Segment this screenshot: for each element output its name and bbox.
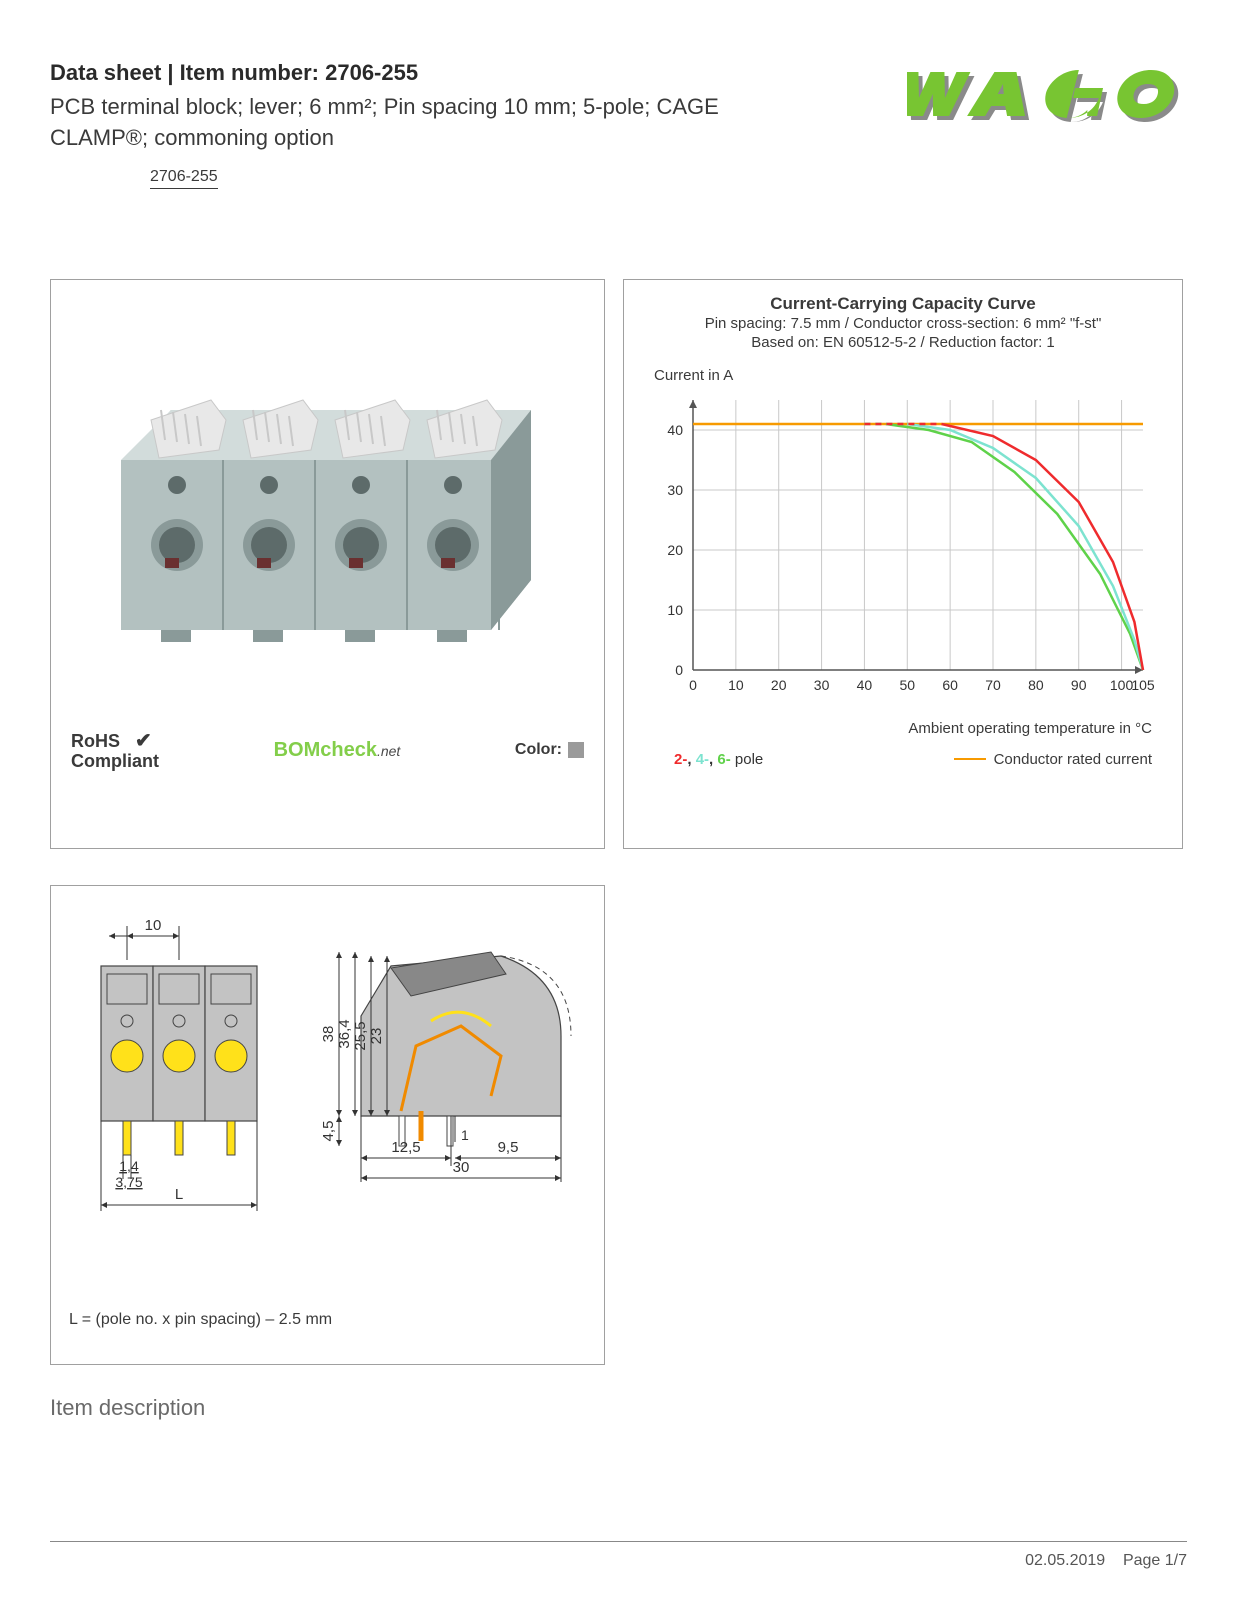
item-description-heading: Item description	[50, 1395, 1187, 1421]
svg-text:10: 10	[145, 917, 162, 934]
capacity-curve-panel: Current-Carrying Capacity Curve Pin spac…	[623, 279, 1183, 849]
technical-drawing-panel: 101,43,75L2325,536,4384,5112,59,530 L = …	[50, 885, 605, 1365]
svg-text:80: 80	[1028, 677, 1044, 693]
bomcheck-text: BOMcheck	[274, 739, 377, 761]
svg-text:10: 10	[667, 602, 683, 618]
chart-subtitle-2: Based on: EN 60512-5-2 / Reduction facto…	[634, 333, 1172, 353]
svg-text:40: 40	[857, 677, 873, 693]
svg-text:0: 0	[689, 677, 697, 693]
svg-text:10: 10	[728, 677, 744, 693]
svg-text:12,5: 12,5	[391, 1139, 420, 1156]
svg-text:100: 100	[1110, 677, 1134, 693]
svg-text:90: 90	[1071, 677, 1087, 693]
item-number-chip: 2706-255	[150, 168, 218, 189]
legend-conductor-text: Conductor rated current	[994, 751, 1152, 768]
svg-text:30: 30	[814, 677, 830, 693]
wago-logo-icon	[907, 60, 1187, 125]
header: Data sheet | Item number: 2706-255 PCB t…	[50, 60, 1187, 189]
bomcheck-suffix: .net	[377, 743, 400, 759]
legend-poles: 2-, 4-, 6- pole	[674, 751, 763, 768]
page-footer: 02.05.2019 Page 1/7	[50, 1541, 1187, 1570]
footer-page: Page 1/7	[1123, 1552, 1187, 1569]
svg-text:4,5: 4,5	[320, 1120, 337, 1141]
datasheet-subtitle: PCB terminal block; lever; 6 mm²; Pin sp…	[50, 92, 730, 154]
footer-date: 02.05.2019	[1025, 1552, 1105, 1569]
svg-text:L: L	[175, 1186, 183, 1203]
rohs-compliant-label: RoHS ✔ Compliant	[71, 730, 159, 772]
drawing-caption: L = (pole no. x pin spacing) – 2.5 mm	[61, 1311, 594, 1329]
svg-text:50: 50	[899, 677, 915, 693]
color-swatch-icon	[568, 742, 584, 758]
svg-text:20: 20	[771, 677, 787, 693]
svg-text:38: 38	[320, 1025, 337, 1042]
capacity-chart: 0 10 20 30 40 50 60 70 80 90 100105 10 20 30 40 0	[643, 390, 1163, 710]
dimension-drawing: 101,43,75L2325,536,4384,5112,59,530	[61, 896, 596, 1286]
color-label-text: Color:	[515, 741, 562, 759]
compliant-text: Compliant	[71, 752, 159, 772]
chart-legend: 2-, 4-, 6- pole Conductor rated current	[634, 737, 1172, 768]
product-render-icon	[61, 290, 596, 710]
svg-text:1,4: 1,4	[119, 1158, 139, 1174]
svg-text:60: 60	[942, 677, 958, 693]
chart-subtitle-1: Pin spacing: 7.5 mm / Conductor cross-se…	[634, 314, 1172, 334]
bomcheck-logo: BOMcheck.net	[274, 739, 401, 762]
svg-text:20: 20	[667, 542, 683, 558]
svg-text:105: 105	[1131, 677, 1155, 693]
chart-x-axis-label: Ambient operating temperature in °C	[634, 720, 1152, 737]
datasheet-title: Data sheet | Item number: 2706-255	[50, 60, 907, 86]
svg-text:70: 70	[985, 677, 1001, 693]
rohs-text: RoHS	[71, 731, 120, 751]
chart-y-axis-label: Current in A	[654, 367, 1172, 384]
legend-conductor: Conductor rated current	[954, 751, 1152, 768]
svg-text:0: 0	[675, 662, 683, 678]
color-indicator: Color:	[515, 741, 584, 759]
chart-title: Current-Carrying Capacity Curve	[634, 294, 1172, 314]
svg-text:1: 1	[461, 1127, 469, 1143]
checkmark-icon: ✔	[135, 730, 152, 752]
svg-text:30: 30	[667, 482, 683, 498]
svg-text:3,75: 3,75	[115, 1174, 142, 1190]
svg-text:30: 30	[453, 1159, 470, 1176]
svg-text:40: 40	[667, 422, 683, 438]
svg-text:9,5: 9,5	[498, 1139, 519, 1156]
product-image-panel: RoHS ✔ Compliant BOMcheck.net Color:	[50, 279, 605, 849]
legend-line-icon	[954, 758, 986, 760]
